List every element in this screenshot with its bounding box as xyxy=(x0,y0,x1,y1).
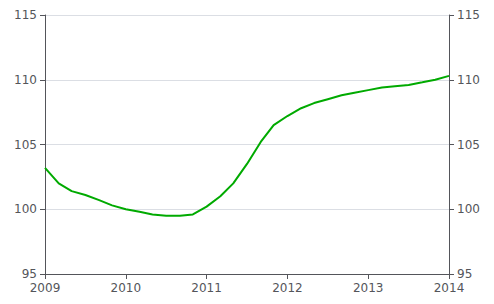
svg-text:110: 110 xyxy=(457,73,480,87)
svg-text:2014: 2014 xyxy=(434,281,465,295)
svg-text:2010: 2010 xyxy=(111,281,142,295)
svg-text:105: 105 xyxy=(14,138,37,152)
svg-text:2009: 2009 xyxy=(30,281,61,295)
svg-text:2011: 2011 xyxy=(191,281,222,295)
svg-text:95: 95 xyxy=(22,267,37,281)
svg-text:2012: 2012 xyxy=(272,281,303,295)
svg-text:100: 100 xyxy=(457,202,480,216)
svg-text:2013: 2013 xyxy=(353,281,384,295)
svg-text:110: 110 xyxy=(14,73,37,87)
svg-text:100: 100 xyxy=(14,202,37,216)
svg-text:95: 95 xyxy=(457,267,472,281)
svg-text:115: 115 xyxy=(14,8,37,22)
svg-text:115: 115 xyxy=(457,8,480,22)
svg-text:105: 105 xyxy=(457,138,480,152)
